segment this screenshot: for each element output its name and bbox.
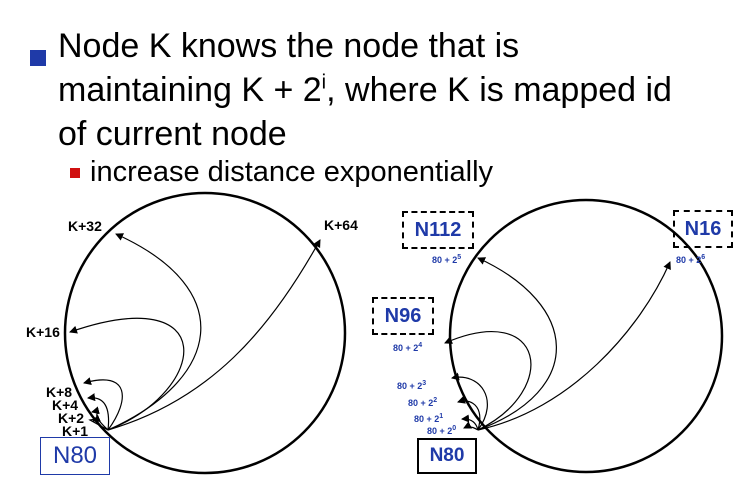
finger-label-2: 80 + 22: [408, 397, 438, 408]
left-finger-k1: [88, 414, 109, 431]
right-finger-1: [461, 414, 479, 431]
finger-label-5: 80 + 25: [432, 254, 462, 265]
finger-label-4: 80 + 24: [393, 342, 423, 353]
finger-label-3: 80 + 23: [397, 380, 427, 391]
finger-label-0: 80 + 20: [427, 425, 457, 436]
label-k1: K+1: [62, 423, 89, 439]
main-line-2-sup: i: [321, 71, 327, 94]
label-k2: K+2: [58, 410, 85, 426]
node-n16: N16: [673, 210, 733, 248]
left-finger-k32: [107, 233, 202, 431]
node-n80-left: N80: [40, 437, 110, 475]
main-line-2b: , where K is mapped id: [326, 71, 672, 109]
main-line-2a: maintaining K + 2: [58, 71, 322, 109]
left-finger-k64: [107, 239, 321, 431]
label-k4: K+4: [52, 397, 79, 413]
main-bullet-marker: [30, 50, 46, 66]
main-line-1: Node K knows the node that is: [58, 27, 520, 65]
label-k16: K+16: [26, 324, 60, 340]
label-k8: K+8: [46, 384, 73, 400]
right-ring: [448, 198, 724, 474]
right-finger-2: [457, 395, 481, 431]
right-finger-4: [444, 331, 532, 431]
node-n96: N96: [372, 297, 434, 335]
left-finger-k16: [69, 317, 185, 431]
label-k64: K+64: [324, 217, 358, 233]
sub-bullet-marker: [70, 168, 80, 178]
node-n112: N112: [402, 211, 474, 249]
left-finger-k8: [83, 377, 123, 431]
right-finger-6: [477, 261, 671, 431]
finger-label-6: 80 + 26: [676, 254, 706, 265]
finger-label-1: 80 + 21: [414, 413, 444, 424]
label-k32: K+32: [68, 218, 102, 234]
left-finger-k2: [91, 406, 109, 431]
main-line-3: of current node: [58, 115, 287, 153]
main-bullet-text: Node K knows the node that is maintainin…: [58, 24, 738, 156]
right-finger-3: [451, 372, 488, 431]
right-finger-0: [463, 421, 479, 431]
right-finger-5: [477, 257, 557, 431]
node-n80-right: N80: [417, 438, 477, 474]
sub-bullet-text: increase distance exponentially: [90, 156, 494, 188]
left-finger-k4: [87, 393, 110, 431]
left-ring: [63, 191, 347, 475]
